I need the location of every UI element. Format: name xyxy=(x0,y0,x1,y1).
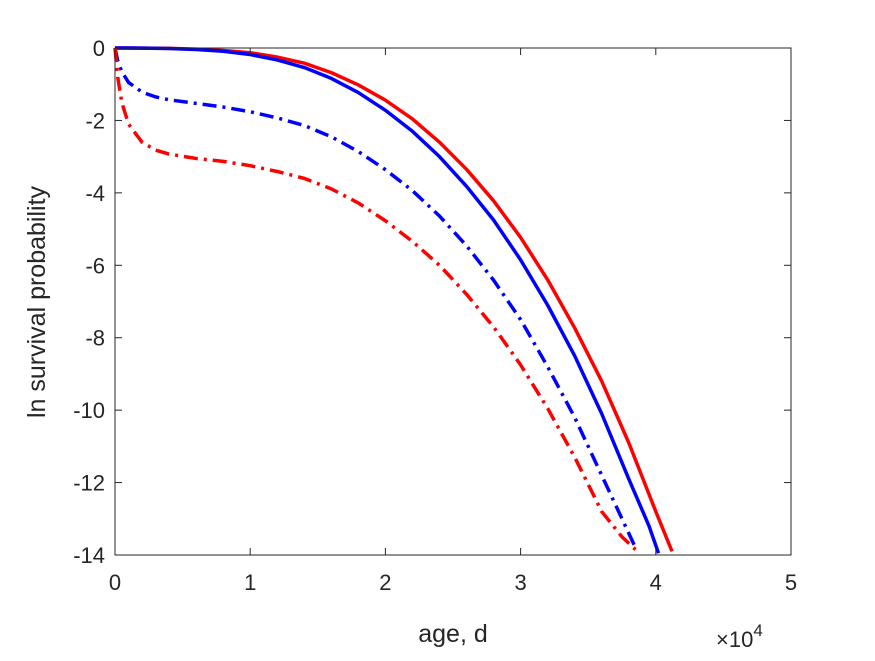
x-tick-label: 5 xyxy=(785,570,797,595)
series-layer xyxy=(113,46,674,554)
series-line-4 xyxy=(113,47,637,551)
y-tick-label: -10 xyxy=(73,398,105,423)
x-tick-label: 0 xyxy=(109,570,121,595)
x-tick-label: 3 xyxy=(514,570,526,595)
x-exponent-label: ×104 xyxy=(716,621,763,652)
x-axis-label: age, d xyxy=(418,620,488,648)
x-exponent-power: 4 xyxy=(753,621,762,640)
y-tick-label: -8 xyxy=(85,326,105,351)
y-tick-label: -4 xyxy=(85,181,105,206)
y-tick-label: -6 xyxy=(85,253,105,278)
x-tick-label: 2 xyxy=(379,570,391,595)
y-tick-label: -2 xyxy=(85,108,105,133)
tick-layer: 0 1 2 3 4 5 -14 -12 -10 -8 -6 -4 -2 0 xyxy=(73,36,797,595)
y-tick-label: -14 xyxy=(73,543,105,568)
plot-frame xyxy=(114,47,792,556)
x-tick-label: 4 xyxy=(650,570,662,595)
x-tick-label: 1 xyxy=(244,570,256,595)
series-line-2 xyxy=(114,46,661,554)
y-tick-label: -12 xyxy=(73,471,105,496)
plot-background xyxy=(115,48,791,555)
y-axis-label: ln survival probability xyxy=(23,185,51,418)
x-exponent-base: ×10 xyxy=(716,627,753,652)
y-tick-label: 0 xyxy=(93,36,105,61)
